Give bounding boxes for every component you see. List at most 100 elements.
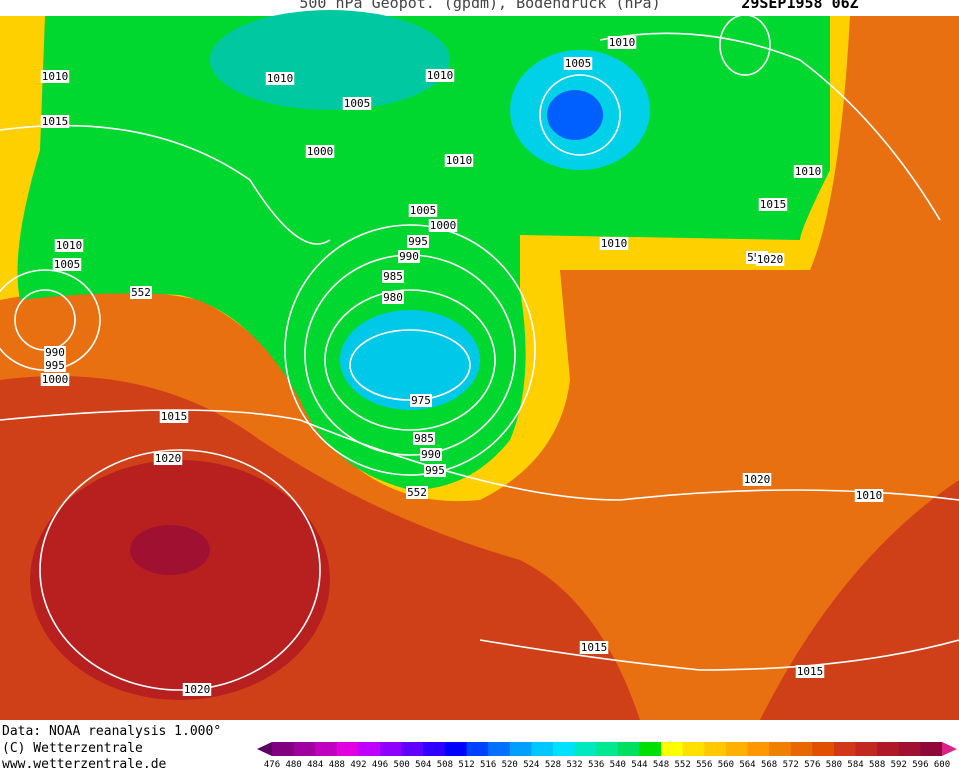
footer-copyright: (C) Wetterzentrale [2, 741, 143, 756]
field-red-east [760, 480, 959, 720]
colorbar-label: 572 [783, 760, 799, 770]
colorbar-box [509, 742, 532, 756]
contour-label: 1020 [155, 452, 182, 465]
contour-label: 1010 [795, 165, 822, 178]
contour-label: 1005 [54, 258, 81, 271]
contour-label: 1010 [427, 69, 454, 82]
colorbar-label: 512 [458, 760, 474, 770]
contour-label-bg [420, 448, 442, 461]
colorbar-label: 532 [566, 760, 582, 770]
contour-label: 975 [411, 394, 431, 407]
contour-label-bg [342, 97, 372, 110]
contour-label: 990 [45, 346, 65, 359]
field-darkred [30, 460, 330, 700]
contour-label-bg [44, 346, 66, 359]
colorbar-box [315, 742, 338, 756]
contour-label-bg [54, 239, 84, 252]
colorbar-box [725, 742, 748, 756]
isobars [0, 14, 959, 691]
contour-label: 1010 [267, 72, 294, 85]
colorbar-label: 524 [523, 760, 539, 770]
colorbar-label: 592 [891, 760, 907, 770]
contour-label: 990 [421, 448, 441, 461]
colorbar-box [682, 742, 705, 756]
contour-label-bg [758, 198, 788, 211]
footer-source: Data: NOAA reanalysis 1.000° [2, 724, 221, 739]
colorbar-box [769, 742, 792, 756]
contour-label-bg [425, 69, 455, 82]
contour-label: 980 [383, 291, 403, 304]
colorbar-box [293, 742, 316, 756]
contour-label-bg [305, 145, 335, 158]
contour-label-bg [40, 70, 70, 83]
colorbar-box [336, 742, 359, 756]
contour-label: 1000 [307, 145, 334, 158]
contour-label: 1005 [410, 204, 437, 217]
contour-label-bg [563, 57, 593, 70]
contour-label: 1020 [757, 253, 784, 266]
contour-label-bg [579, 641, 609, 654]
colorbar-label: 556 [696, 760, 712, 770]
contour-label: 1005 [344, 97, 371, 110]
contour-label: 1010 [609, 36, 636, 49]
colorbar-box [898, 742, 921, 756]
colorbar-label: 508 [437, 760, 453, 770]
contour-label: 1000 [430, 219, 457, 232]
colorbar-box [790, 742, 813, 756]
colorbar-box [639, 742, 662, 756]
contour-label-bg [52, 258, 82, 271]
contour-label-bg [265, 72, 295, 85]
field-teal [210, 10, 450, 110]
colorbar-label: 528 [545, 760, 561, 770]
colorbar-label: 580 [826, 760, 842, 770]
contour-label: 995 [425, 464, 445, 477]
colorbar-box [704, 742, 727, 756]
contour-label: 1010 [446, 154, 473, 167]
colorbar-box [920, 742, 943, 756]
map-title: 500 hPa Geopot. (gpdm), Bodendruck (hPa) [299, 0, 660, 12]
contour-labels: 1010 1015 1010 1005 1000 1010 1005 1010 1010 1005… [40, 36, 884, 696]
contour-label: 1015 [760, 198, 787, 211]
contour-label: 552 [131, 286, 151, 299]
contour-label: 1010 [601, 237, 628, 250]
colorbar-label: 548 [653, 760, 669, 770]
colorbar-label: 568 [761, 760, 777, 770]
contour-label: 995 [408, 235, 428, 248]
contour-label: 1000 [42, 373, 69, 386]
colorbar-box [617, 742, 640, 756]
contour-label-bg [742, 473, 772, 486]
colorbar-label: 564 [739, 760, 755, 770]
colorbar-box [401, 742, 424, 756]
colorbar-label: 584 [847, 760, 863, 770]
contour-label: 985 [414, 432, 434, 445]
contour-label-bg [444, 154, 474, 167]
contour-label: 985 [383, 270, 403, 283]
contour-label-bg [153, 452, 183, 465]
colorbar-label: 504 [415, 760, 431, 770]
field-low-blue [547, 90, 603, 140]
contour-label: 1015 [797, 665, 824, 678]
colorbar-box [552, 742, 576, 756]
colorbar-box [661, 742, 684, 756]
colorbar-box [488, 742, 511, 756]
colorbar-box [855, 742, 878, 756]
contour-label-bg [40, 115, 70, 128]
contour-label-bg [44, 359, 66, 372]
colorbar: 476 480 484 488 492 496 500 504 508 512 516 520 524 5… [257, 742, 957, 770]
contour-label-bg [398, 250, 420, 263]
colorbar-label: 544 [631, 760, 647, 770]
colorbar-label: 588 [869, 760, 885, 770]
contour-label: 1015 [161, 410, 188, 423]
contour-label-bg [428, 219, 458, 232]
contour-label-bg [854, 489, 884, 502]
contour-label-bg [40, 373, 70, 386]
colorbar-end [257, 742, 272, 756]
colorbar-box [747, 742, 770, 756]
footer-url: www.wetterzentrale.de [2, 757, 167, 770]
colorbar-box [531, 742, 554, 756]
contour-label-bg [793, 165, 823, 178]
colorbar-label: 596 [912, 760, 928, 770]
colorbar-box [444, 742, 468, 756]
